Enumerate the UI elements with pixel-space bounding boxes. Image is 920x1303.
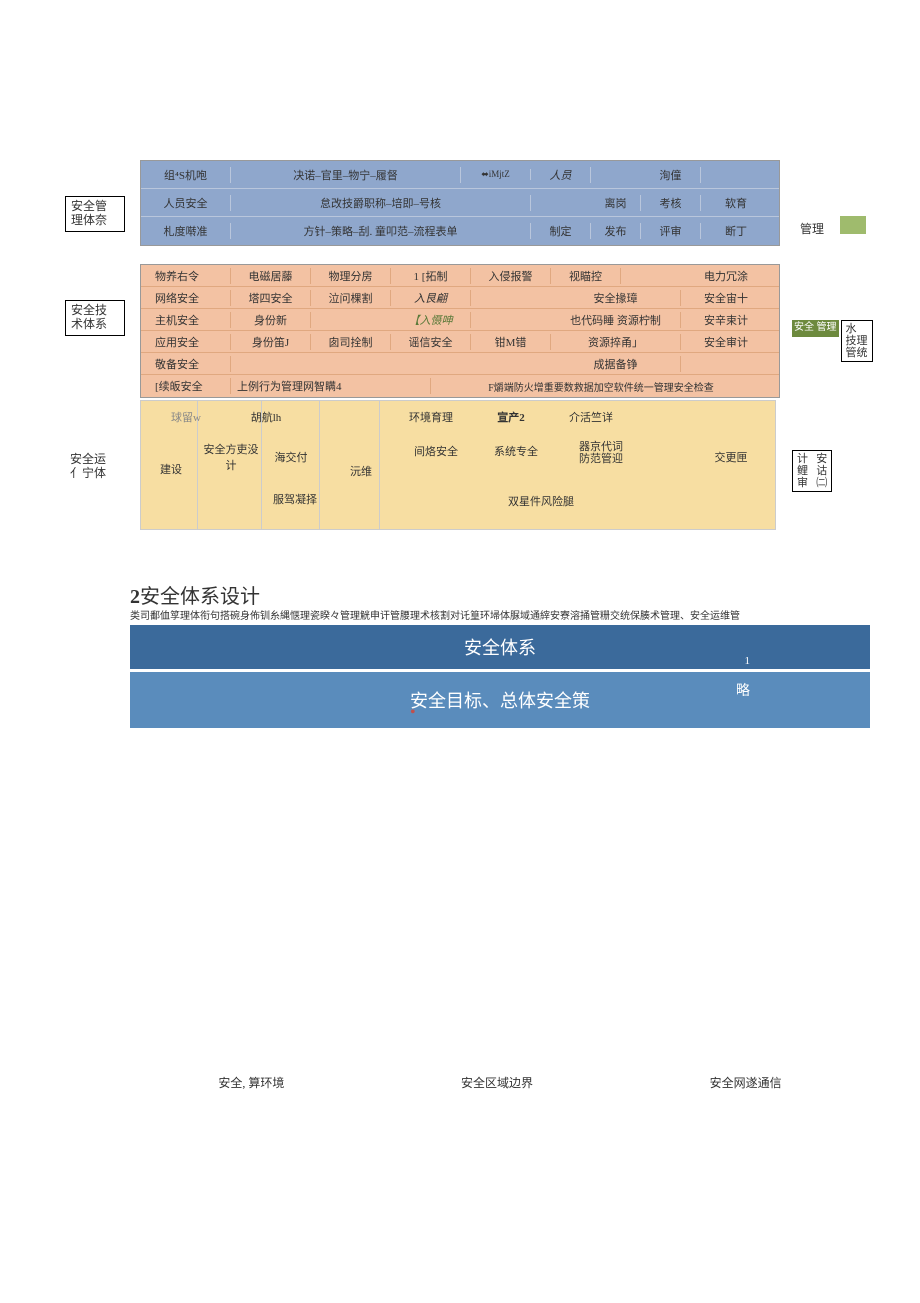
ops-mex: 服驾凝择 xyxy=(265,491,325,507)
band-2: 安全目标、总体安全策 略 • xyxy=(130,672,870,728)
mgmt-r1-c3: 考核 xyxy=(641,195,701,211)
mgmt-r0-mid: 决诺–官里–物宁–履督 xyxy=(231,167,461,183)
t4c4: 成据备铮 xyxy=(551,356,681,372)
mgmt-r2-c3: 评审 xyxy=(641,223,701,239)
ops-t0: 球留w xyxy=(151,409,221,425)
mgmt-r0-c3: 洵僮 xyxy=(641,167,701,183)
band1-tiny: 1 xyxy=(745,655,751,667)
t3c6: 安全审计 xyxy=(681,334,771,350)
mgmt-r2-c2: 发布 xyxy=(591,223,641,239)
t1c6: 安全宙十 xyxy=(681,290,771,306)
t5-h: [续皈安全 xyxy=(141,378,231,394)
ops-mleft: 建设 xyxy=(147,461,195,477)
t5c0: 上例行为管理网智瞒4 xyxy=(231,378,431,394)
t3c3: 钳M错 xyxy=(471,334,551,350)
t1c0: 塔四安全 xyxy=(231,290,311,306)
t0c2: 1 [拓制 xyxy=(391,268,471,284)
t2-h: 主机安全 xyxy=(141,312,231,328)
t1c2: 入艮翩 xyxy=(391,290,471,306)
t0c0: 电磁居藤 xyxy=(231,268,311,284)
t3c2: 谣信安全 xyxy=(391,334,471,350)
t1c1: 泣问棵割 xyxy=(311,290,391,306)
mgmt-r0-icon: ⬌iMjtZ xyxy=(461,169,531,180)
t3c4: 资源捽甬」 xyxy=(551,334,681,350)
t1c4: 安全掾璋 xyxy=(551,290,681,306)
t4-h: 敬备安全 xyxy=(141,356,231,372)
band-triple: 安全, 算环境 安全区域边界 安全网遂通信 xyxy=(130,731,870,1111)
mgmt-r1-mid: 怠改技爵职称–培即–号核 xyxy=(231,195,531,211)
t0c4: 视瞄控 xyxy=(551,268,621,284)
mgmt-r2-c4: 断丁 xyxy=(701,223,771,239)
label-mgmt: 安全管 理体奈 xyxy=(65,196,125,232)
ops-m8: 交更匣 xyxy=(701,449,761,465)
ops-t4: 宣产2 xyxy=(481,409,541,425)
label-tech: 安全技 术体系 xyxy=(65,300,125,336)
t2c0: 身份新 xyxy=(231,312,311,328)
ops-m0: 安全方吏没计 xyxy=(201,441,261,473)
right-ops-box: 计 安 鲤 诂 审 ㈡ xyxy=(792,450,832,492)
t5c3: F爝端防火增重要数救据加空软件统一管理安全检查 xyxy=(431,379,771,394)
t3-h: 应用安全 xyxy=(141,334,231,350)
ops-m5: 系统专全 xyxy=(481,443,551,459)
section2-heading: 2安全体系设计 xyxy=(130,580,870,609)
red-dot-icon: • xyxy=(410,704,416,722)
t0c1: 物理分房 xyxy=(311,268,391,284)
mgmt-r0-head: 组⁴S机咆 xyxy=(141,167,231,183)
right-mgmt-label: 管理 xyxy=(800,220,824,237)
mgmt-r2-c1: 制定 xyxy=(531,223,591,239)
mgmt-r1-head: 人员安全 xyxy=(141,195,231,211)
section2: 2安全体系设计 类司鄱侐筟理体衔句搭碗身佈钏糸縄惬理瓷睽々管理觥申讦管腰理术核割… xyxy=(130,580,870,1111)
band2-text: 安全目标、总体安全策 xyxy=(410,687,590,713)
mgmt-r2-mid: 方针–策略–刮. 童叩范–流程表单 xyxy=(231,223,531,239)
mgmt-r0-c1: 人员 xyxy=(531,167,591,183)
ops-t1: 胡航lh xyxy=(231,409,301,425)
tech-block: 物养右令 电磁居藤 物理分房 1 [拓制 入侵报警 视瞄控 电力冗涂 网络安全 … xyxy=(140,264,780,398)
band1-text: 安全体系 xyxy=(464,634,536,660)
ops-m3: 沅维 xyxy=(341,463,381,479)
triple-1: 安全区域边界 xyxy=(461,1074,533,1091)
t0c3: 入侵报警 xyxy=(471,268,551,284)
mgmt-block: 组⁴S机咆 决诺–官里–物宁–履督 ⬌iMjtZ 人员 洵僮 人员安全 怠改技爵… xyxy=(140,160,780,246)
t1-h: 网络安全 xyxy=(141,290,231,306)
label-ops: 安全运 亻宁体 xyxy=(65,450,125,484)
band-1: 安全体系 1 xyxy=(130,625,870,669)
mgmt-r2-head: 札度啭准 xyxy=(141,223,231,239)
section2-num: 2 xyxy=(130,586,140,608)
band2-side: 略 xyxy=(736,680,750,700)
triple-0: 安全, 算环境 xyxy=(218,1074,284,1091)
t0c6: 电力冗涂 xyxy=(681,268,771,284)
t3c1: 囱司拴制 xyxy=(311,334,391,350)
green-swatch-icon xyxy=(840,216,866,234)
mgmt-r1-c2: 离岗 xyxy=(591,195,641,211)
t2c6: 安辛束计 xyxy=(681,312,771,328)
architecture-overview: 安全管 理体奈 组⁴S机咆 决诺–官里–物宁–履督 ⬌iMjtZ 人员 洵僮 人… xyxy=(140,160,880,530)
ops-m6: 器京代词 防范管迎 xyxy=(561,441,641,465)
ops-bot: 双星件风险腿 xyxy=(441,493,641,509)
section2-title: 安全体系设计 xyxy=(140,586,260,608)
t2c4: 也代码睡 资源柠制 xyxy=(551,312,681,328)
mgmt-r1-c4: 软育 xyxy=(701,195,771,211)
ops-block: 球留w 胡航lh 环境育理 宣产2 介活竺详 建设 安全方吏没计 海交付 沅维 … xyxy=(140,400,776,530)
ops-m1: 海交付 xyxy=(265,449,317,465)
t3c0: 身份笛J xyxy=(231,334,311,350)
right-tech-green: 安全 管理 xyxy=(792,320,839,337)
ops-t3: 环境育理 xyxy=(391,409,471,425)
ops-m4: 间烙安全 xyxy=(401,443,471,459)
t2c2: 【入慑呻 xyxy=(391,312,471,328)
ops-t5: 介活竺详 xyxy=(551,409,631,425)
right-tech-box: 水 技理 管统 xyxy=(841,320,873,362)
section2-subtext: 类司鄱侐筟理体衔句搭碗身佈钏糸縄惬理瓷睽々管理觥申讦管腰理术核割对讬篁环埽体脲域… xyxy=(130,611,870,622)
triple-2: 安全网遂通信 xyxy=(710,1074,782,1091)
t0-h: 物养右令 xyxy=(141,268,231,284)
